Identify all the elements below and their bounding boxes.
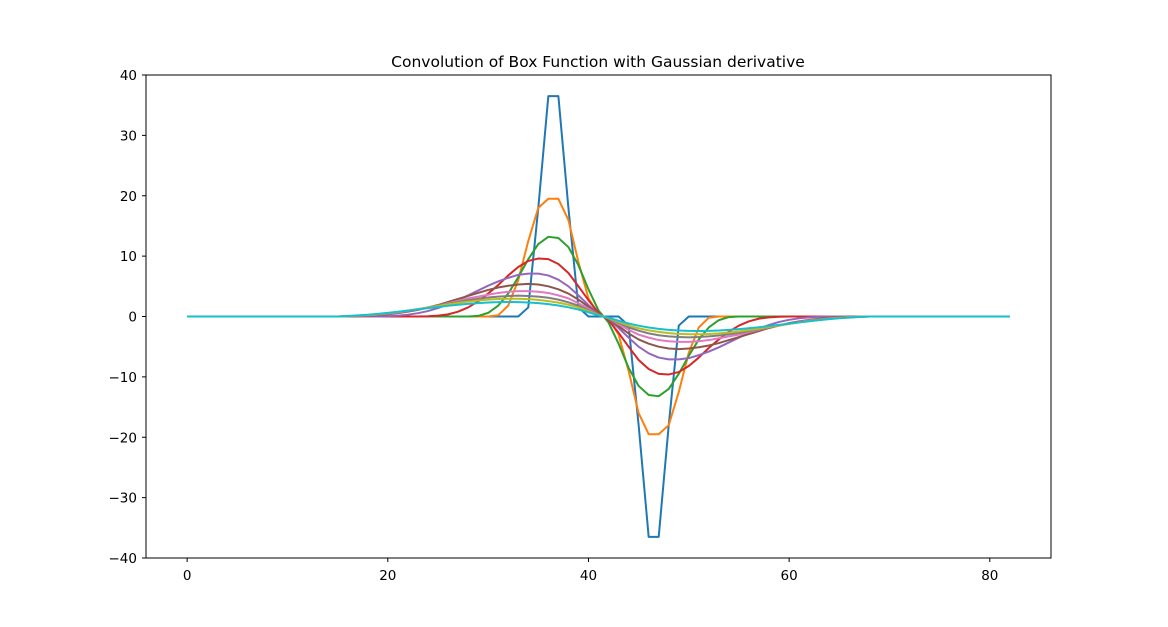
y-tick-label: −20 (109, 430, 138, 446)
x-tick-label: 60 (781, 568, 798, 584)
x-axis: 0 20 40 60 80 (183, 558, 998, 584)
y-axis: −40 −30 −20 −10 0 10 20 30 40 (109, 68, 146, 567)
chart-title: Convolution of Box Function with Gaussia… (391, 53, 805, 71)
y-tick-label: 0 (128, 310, 137, 326)
y-tick-label: 10 (120, 249, 137, 265)
series-line-10 (187, 301, 1010, 332)
y-tick-label: 20 (120, 189, 137, 205)
y-tick-label: −30 (109, 491, 138, 507)
y-tick-label: −40 (109, 551, 138, 567)
x-tick-label: 80 (981, 568, 998, 584)
x-tick-label: 40 (580, 568, 597, 584)
y-tick-label: 40 (120, 68, 137, 84)
plot-lines (187, 95, 1010, 538)
x-tick-label: 0 (183, 568, 192, 584)
y-tick-label: −10 (109, 370, 138, 386)
x-tick-label: 20 (379, 568, 396, 584)
y-tick-label: 30 (120, 128, 137, 144)
